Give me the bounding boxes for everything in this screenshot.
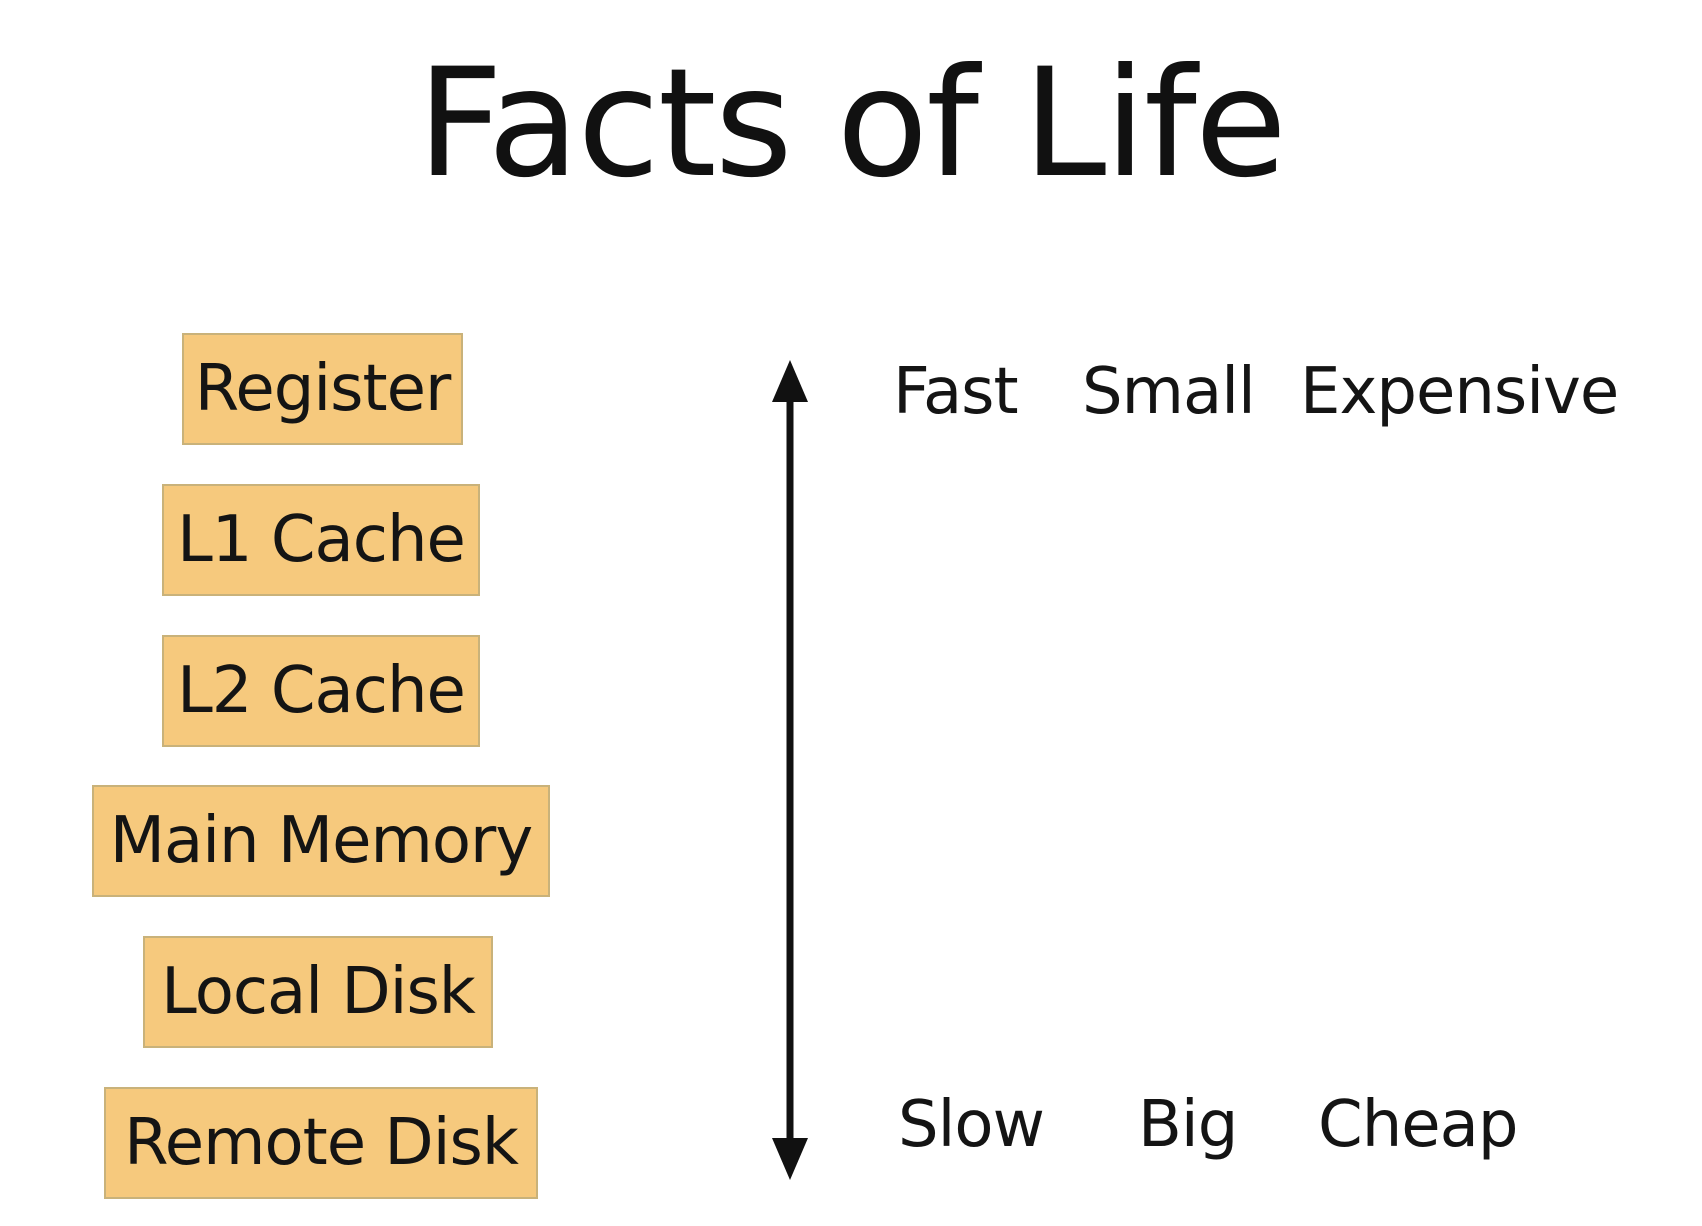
trait-small: Small: [1082, 355, 1256, 429]
hierarchy-box-local-disk: Local Disk: [143, 936, 493, 1048]
trait-big: Big: [1138, 1088, 1238, 1162]
hierarchy-box-l1-cache: L1 Cache: [162, 484, 480, 596]
trait-fast: Fast: [893, 355, 1019, 429]
trait-expensive: Expensive: [1300, 355, 1619, 429]
hierarchy-box-register: Register: [182, 333, 463, 445]
hierarchy-box-l2-cache: L2 Cache: [162, 635, 480, 747]
trait-slow: Slow: [898, 1088, 1045, 1162]
arrow-head-up: [772, 360, 808, 402]
double-arrow-icon: [772, 360, 808, 1180]
arrow-head-down: [772, 1138, 808, 1180]
trait-cheap: Cheap: [1318, 1088, 1518, 1162]
hierarchy-box-main-memory: Main Memory: [92, 785, 550, 897]
slide-title: Facts of Life: [416, 37, 1287, 211]
hierarchy-box-remote-disk: Remote Disk: [104, 1087, 538, 1199]
